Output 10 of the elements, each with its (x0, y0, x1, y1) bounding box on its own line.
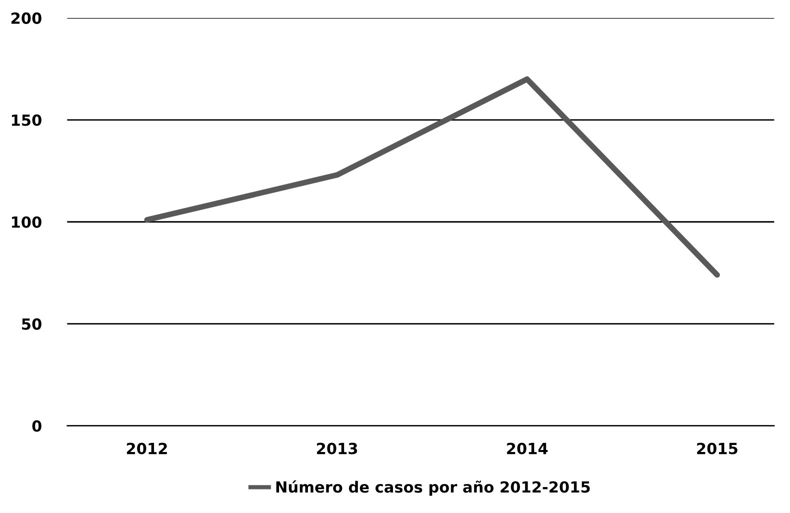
x-tick-label: 2012 (126, 442, 167, 454)
y-tick-label: 150 (12, 114, 42, 126)
y-tick-label: 50 (22, 318, 42, 330)
x-tick-label: 2015 (697, 442, 738, 454)
legend-label: Número de casos por año 2012-2015 (276, 480, 590, 496)
y-tick-label: 0 (32, 420, 42, 432)
y-tick-label: 200 (11, 12, 42, 24)
x-tick-label: 2014 (507, 442, 548, 454)
x-tick-label: 2013 (316, 442, 358, 454)
y-tick-label: 100 (12, 216, 42, 228)
